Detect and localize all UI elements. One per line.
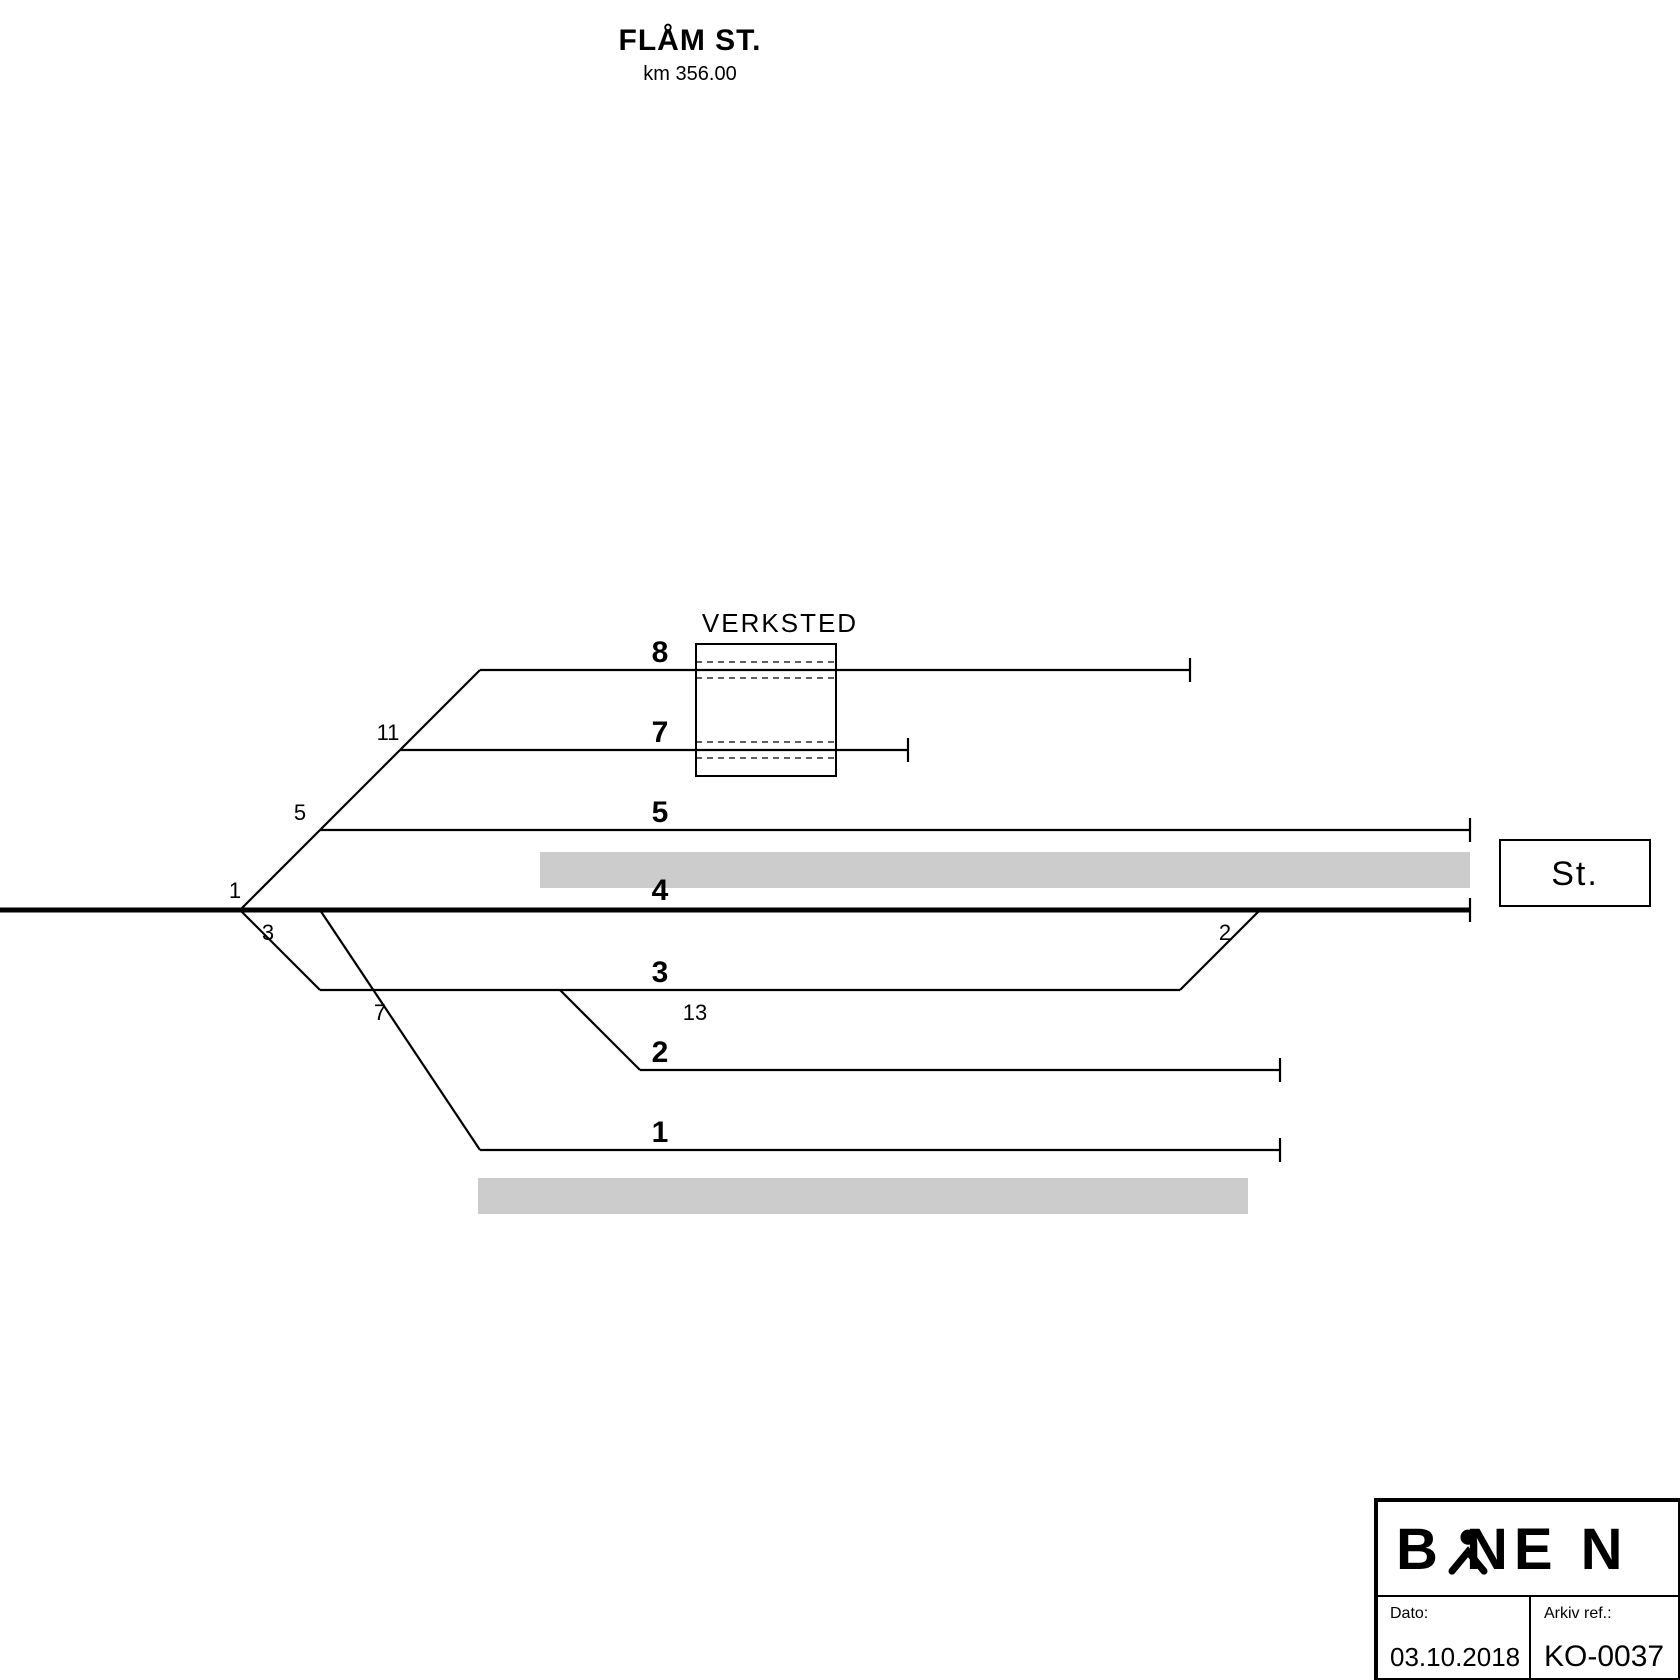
track-label-3: 3 xyxy=(652,956,669,989)
switch-label-13: 13 xyxy=(683,1000,707,1025)
switch-label-7: 7 xyxy=(374,1000,386,1025)
title-main: FLÅM ST. xyxy=(619,24,762,57)
track-label-5: 5 xyxy=(652,796,669,829)
switch-label-3: 3 xyxy=(262,920,274,945)
verksted-label: VERKSTED xyxy=(702,608,858,638)
switch-label-2: 2 xyxy=(1219,920,1231,945)
titleblock-dato-label: Dato: xyxy=(1390,1605,1428,1622)
track-label-2: 2 xyxy=(652,1036,669,1069)
titleblock-arkiv-label: Arkiv ref.: xyxy=(1544,1605,1612,1622)
titleblock-arkiv-value: KO-0037 xyxy=(1544,1640,1664,1673)
track-label-4: 4 xyxy=(652,874,669,907)
title-sub: km 356.00 xyxy=(643,63,736,85)
platform-1 xyxy=(540,852,1470,888)
station-label: St. xyxy=(1551,855,1599,893)
svg-text:B NE N: B NE N xyxy=(1396,1517,1629,1582)
bane-logo: B NE N xyxy=(1396,1517,1629,1582)
platform-2 xyxy=(478,1178,1248,1214)
switch-label-11: 11 xyxy=(377,720,400,745)
track-label-7: 7 xyxy=(652,716,669,749)
track-label-1: 1 xyxy=(652,1116,669,1149)
verksted-box xyxy=(696,644,836,776)
titleblock-dato-value: 03.10.2018 xyxy=(1390,1642,1520,1672)
track-label-8: 8 xyxy=(652,636,669,669)
switch-label-5: 5 xyxy=(294,800,306,825)
switch-label-1: 1 xyxy=(229,878,241,903)
